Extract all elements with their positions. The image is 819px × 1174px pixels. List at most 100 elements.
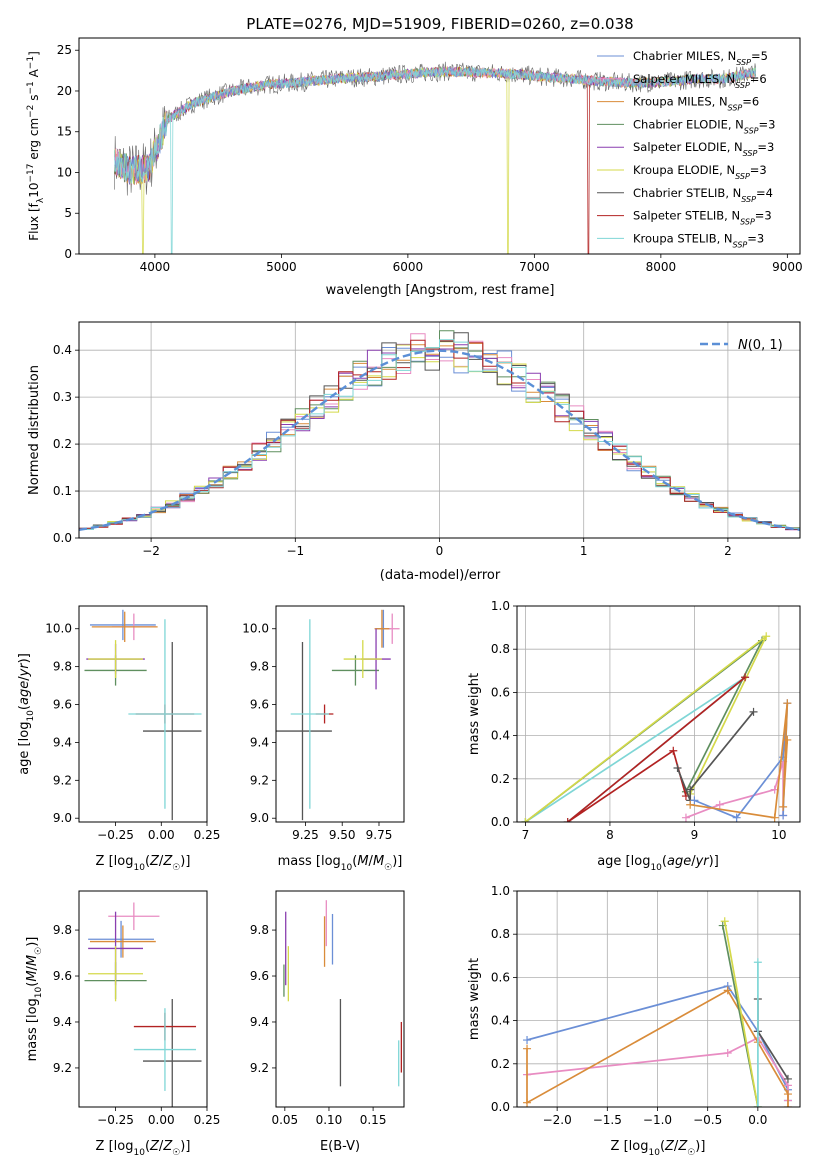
label-part: λ — [36, 197, 46, 203]
label-part: erg cm — [27, 118, 41, 164]
legend-label: Salpeter STELIB, NSSP=3 — [633, 209, 772, 227]
legend-count: =4 — [756, 186, 773, 200]
legend-label: Salpeter ELODIE, NSSP=3 — [633, 140, 774, 158]
label-part: M — [373, 854, 384, 869]
x-tick-label: 9.75 — [366, 828, 393, 842]
label-part: )] — [180, 1139, 190, 1154]
data-point-marker — [523, 1044, 532, 1053]
data-point-marker — [686, 785, 695, 794]
y-tick-label: 0.6 — [491, 685, 510, 699]
axes-frame — [516, 890, 801, 1108]
data-point-marker — [749, 707, 758, 716]
y-tick-label: 9.2 — [250, 1061, 269, 1075]
label-part: )] — [709, 854, 719, 869]
data-point-marker — [690, 796, 699, 805]
spectrum-line — [114, 66, 757, 184]
label-part: −2 — [26, 105, 36, 118]
label-part: M — [25, 955, 40, 966]
legend-count: =3 — [747, 231, 764, 245]
figure-title: PLATE=0276, MJD=51909, FIBERID=0260, z=0… — [246, 15, 633, 33]
label-part: / — [691, 854, 696, 869]
x-tick-label: 8 — [606, 828, 614, 842]
axes-frame — [275, 605, 405, 823]
x-tick-label: 6000 — [393, 260, 424, 274]
mass-weight-line — [676, 711, 755, 801]
x-tick-label: −1.5 — [593, 1113, 622, 1127]
data-point-marker — [753, 958, 762, 967]
mass-weight-line — [567, 676, 746, 822]
y-tick-label: 1.0 — [491, 599, 510, 613]
axes-frame — [78, 37, 801, 255]
legend-label: Chabrier STELIB, NSSP=4 — [633, 186, 773, 204]
x-tick-label: −0.5 — [693, 1113, 722, 1127]
data-point-marker — [783, 1090, 792, 1099]
legend-label: Kroupa MILES, NSSP=6 — [633, 95, 759, 113]
legend-text: Salpeter MILES, N — [633, 72, 735, 86]
legend-label: Kroupa ELODIE, NSSP=3 — [633, 163, 767, 181]
data-point-marker — [783, 1074, 792, 1083]
label-part: )] — [17, 653, 32, 663]
y-tick-label: 0.2 — [491, 772, 510, 786]
x-tick-label: 0 — [436, 544, 444, 558]
y-tick-label: 5 — [64, 206, 72, 220]
label-part: ☉ — [172, 863, 180, 873]
y-tick-label: 9.6 — [250, 698, 269, 712]
y-tick-label: 9.2 — [53, 1061, 72, 1075]
label-part: Z — [162, 854, 173, 869]
y-tick-label: 0.2 — [491, 1057, 510, 1071]
histogram-series — [79, 339, 800, 530]
data-point-marker — [779, 811, 788, 820]
spectrum-line — [114, 66, 757, 254]
y-tick-label: 15 — [57, 125, 72, 139]
x-tick-label: −2 — [142, 544, 160, 558]
plot-area — [283, 900, 403, 1087]
legend-subscript: SSP — [743, 149, 758, 158]
y-tick-label: 0.4 — [53, 343, 72, 357]
y-tick-label: 9.0 — [53, 811, 72, 825]
axes-frame — [78, 890, 208, 1108]
label-part: Z — [149, 1139, 160, 1154]
label-part: A — [27, 68, 41, 81]
legend-text: Salpeter ELODIE, N — [633, 140, 743, 154]
spectrum-panel: 4000 5000 6000 7000 8000 9000 0 5 10 15 20 25 wavele… — [26, 37, 803, 298]
legend-subscript: SSP — [736, 58, 751, 67]
label-part: ( — [17, 705, 32, 710]
y-tick-label: 10 — [57, 165, 72, 179]
x-axis-label: wavelength [Angstrom, rest frame] — [326, 283, 555, 298]
plot-area — [523, 917, 792, 1107]
label-part: N — [738, 338, 748, 353]
x-axis-label: age [log10(age/yr)] — [597, 854, 719, 873]
data-point-marker — [762, 632, 771, 641]
data-point-marker — [723, 1049, 732, 1057]
data-point-marker — [681, 813, 690, 822]
x-tick-label: 0.15 — [360, 1113, 387, 1127]
legend-text: Chabrier ELODIE, N — [633, 117, 744, 131]
x-tick-label: −1 — [286, 544, 304, 558]
y-tick-label: 0.0 — [491, 1100, 510, 1114]
x-axis-label: Z [log10(Z/Z☉)] — [96, 1139, 191, 1158]
legend-label: Salpeter MILES, NSSP=6 — [633, 72, 767, 90]
label-part: −17 — [26, 164, 36, 183]
legend-label: Kroupa STELIB, NSSP=3 — [633, 231, 764, 249]
y-tick-label: 9.6 — [250, 969, 269, 983]
legend-subscript: SSP — [741, 194, 756, 203]
legend-count: =5 — [751, 49, 768, 63]
data-point-marker — [673, 764, 682, 772]
y-tick-label: 9.4 — [53, 735, 72, 749]
age-vs-mass-panel: 9.25 9.50 9.75 9.0 9.2 9.4 9.6 9.8 10.0 mass [log… — [242, 605, 405, 873]
legend-subscript: SSP — [735, 172, 750, 181]
data-point-marker — [686, 800, 695, 809]
y-tick-label: 25 — [57, 43, 72, 57]
y-tick-label: 20 — [57, 84, 72, 98]
y-tick-label: 9.4 — [250, 1015, 269, 1029]
label-part: yr — [17, 662, 32, 678]
y-axis-label: mass [log10(M/M☉)] — [25, 937, 44, 1062]
label-part: / — [369, 854, 374, 869]
label-part: )] — [695, 1139, 705, 1154]
label-part: / — [674, 1139, 679, 1154]
label-part: yr — [695, 854, 711, 869]
x-tick-label: −0.25 — [97, 828, 134, 842]
y-tick-label: 0.4 — [491, 1014, 510, 1028]
